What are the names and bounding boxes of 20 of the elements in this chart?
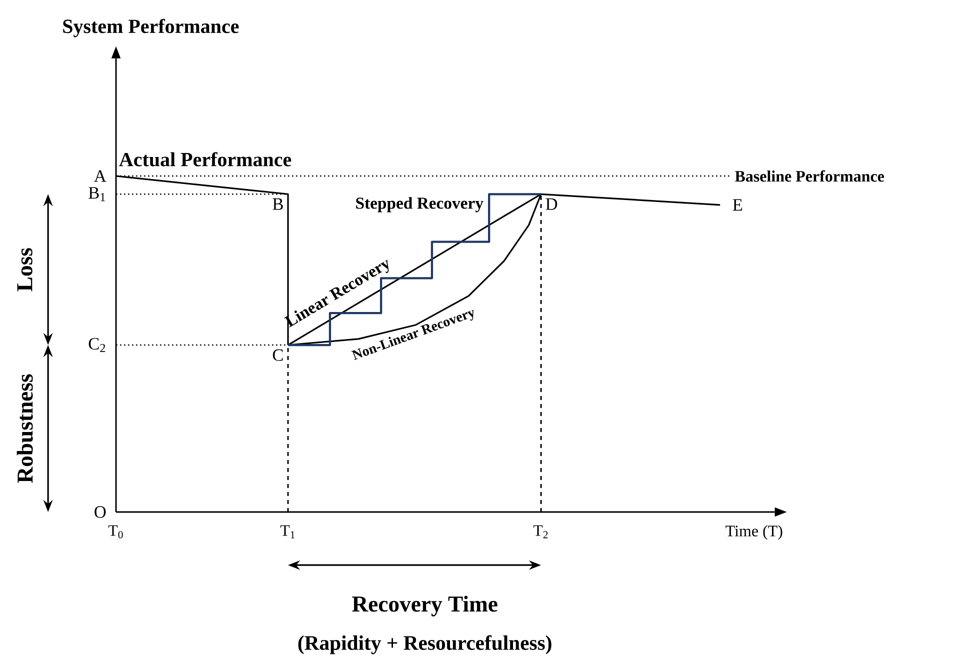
- text: System Performance: [63, 18, 239, 38]
- annotation: D: [546, 198, 558, 210]
- text: Loss: [17, 248, 32, 292]
- text: (Rapidity + Resourcefulness): [298, 635, 552, 654]
- annotation: A: [94, 170, 106, 182]
- series-label: Actual Performance: [119, 152, 292, 166]
- x-tick-label: T$_{0}$: [108, 525, 123, 538]
- annotation: B$_{1}$: [88, 187, 105, 202]
- annotation: C$_{2}$: [88, 338, 106, 352]
- text: Recovery Time: [352, 596, 498, 616]
- annotation: B: [272, 198, 283, 210]
- x-tick-label: T$_{2}$: [533, 525, 548, 538]
- x-tick-label: T$_{1}$: [280, 525, 295, 538]
- ref-line-label: Baseline Performance: [734, 170, 884, 182]
- text: O: [94, 506, 106, 518]
- annotation: E: [732, 199, 742, 211]
- annotation: C: [272, 349, 283, 361]
- series-label: Stepped Recovery: [356, 197, 484, 212]
- x-axis-title: Time (T): [726, 525, 782, 540]
- text: Robustness: [16, 374, 33, 483]
